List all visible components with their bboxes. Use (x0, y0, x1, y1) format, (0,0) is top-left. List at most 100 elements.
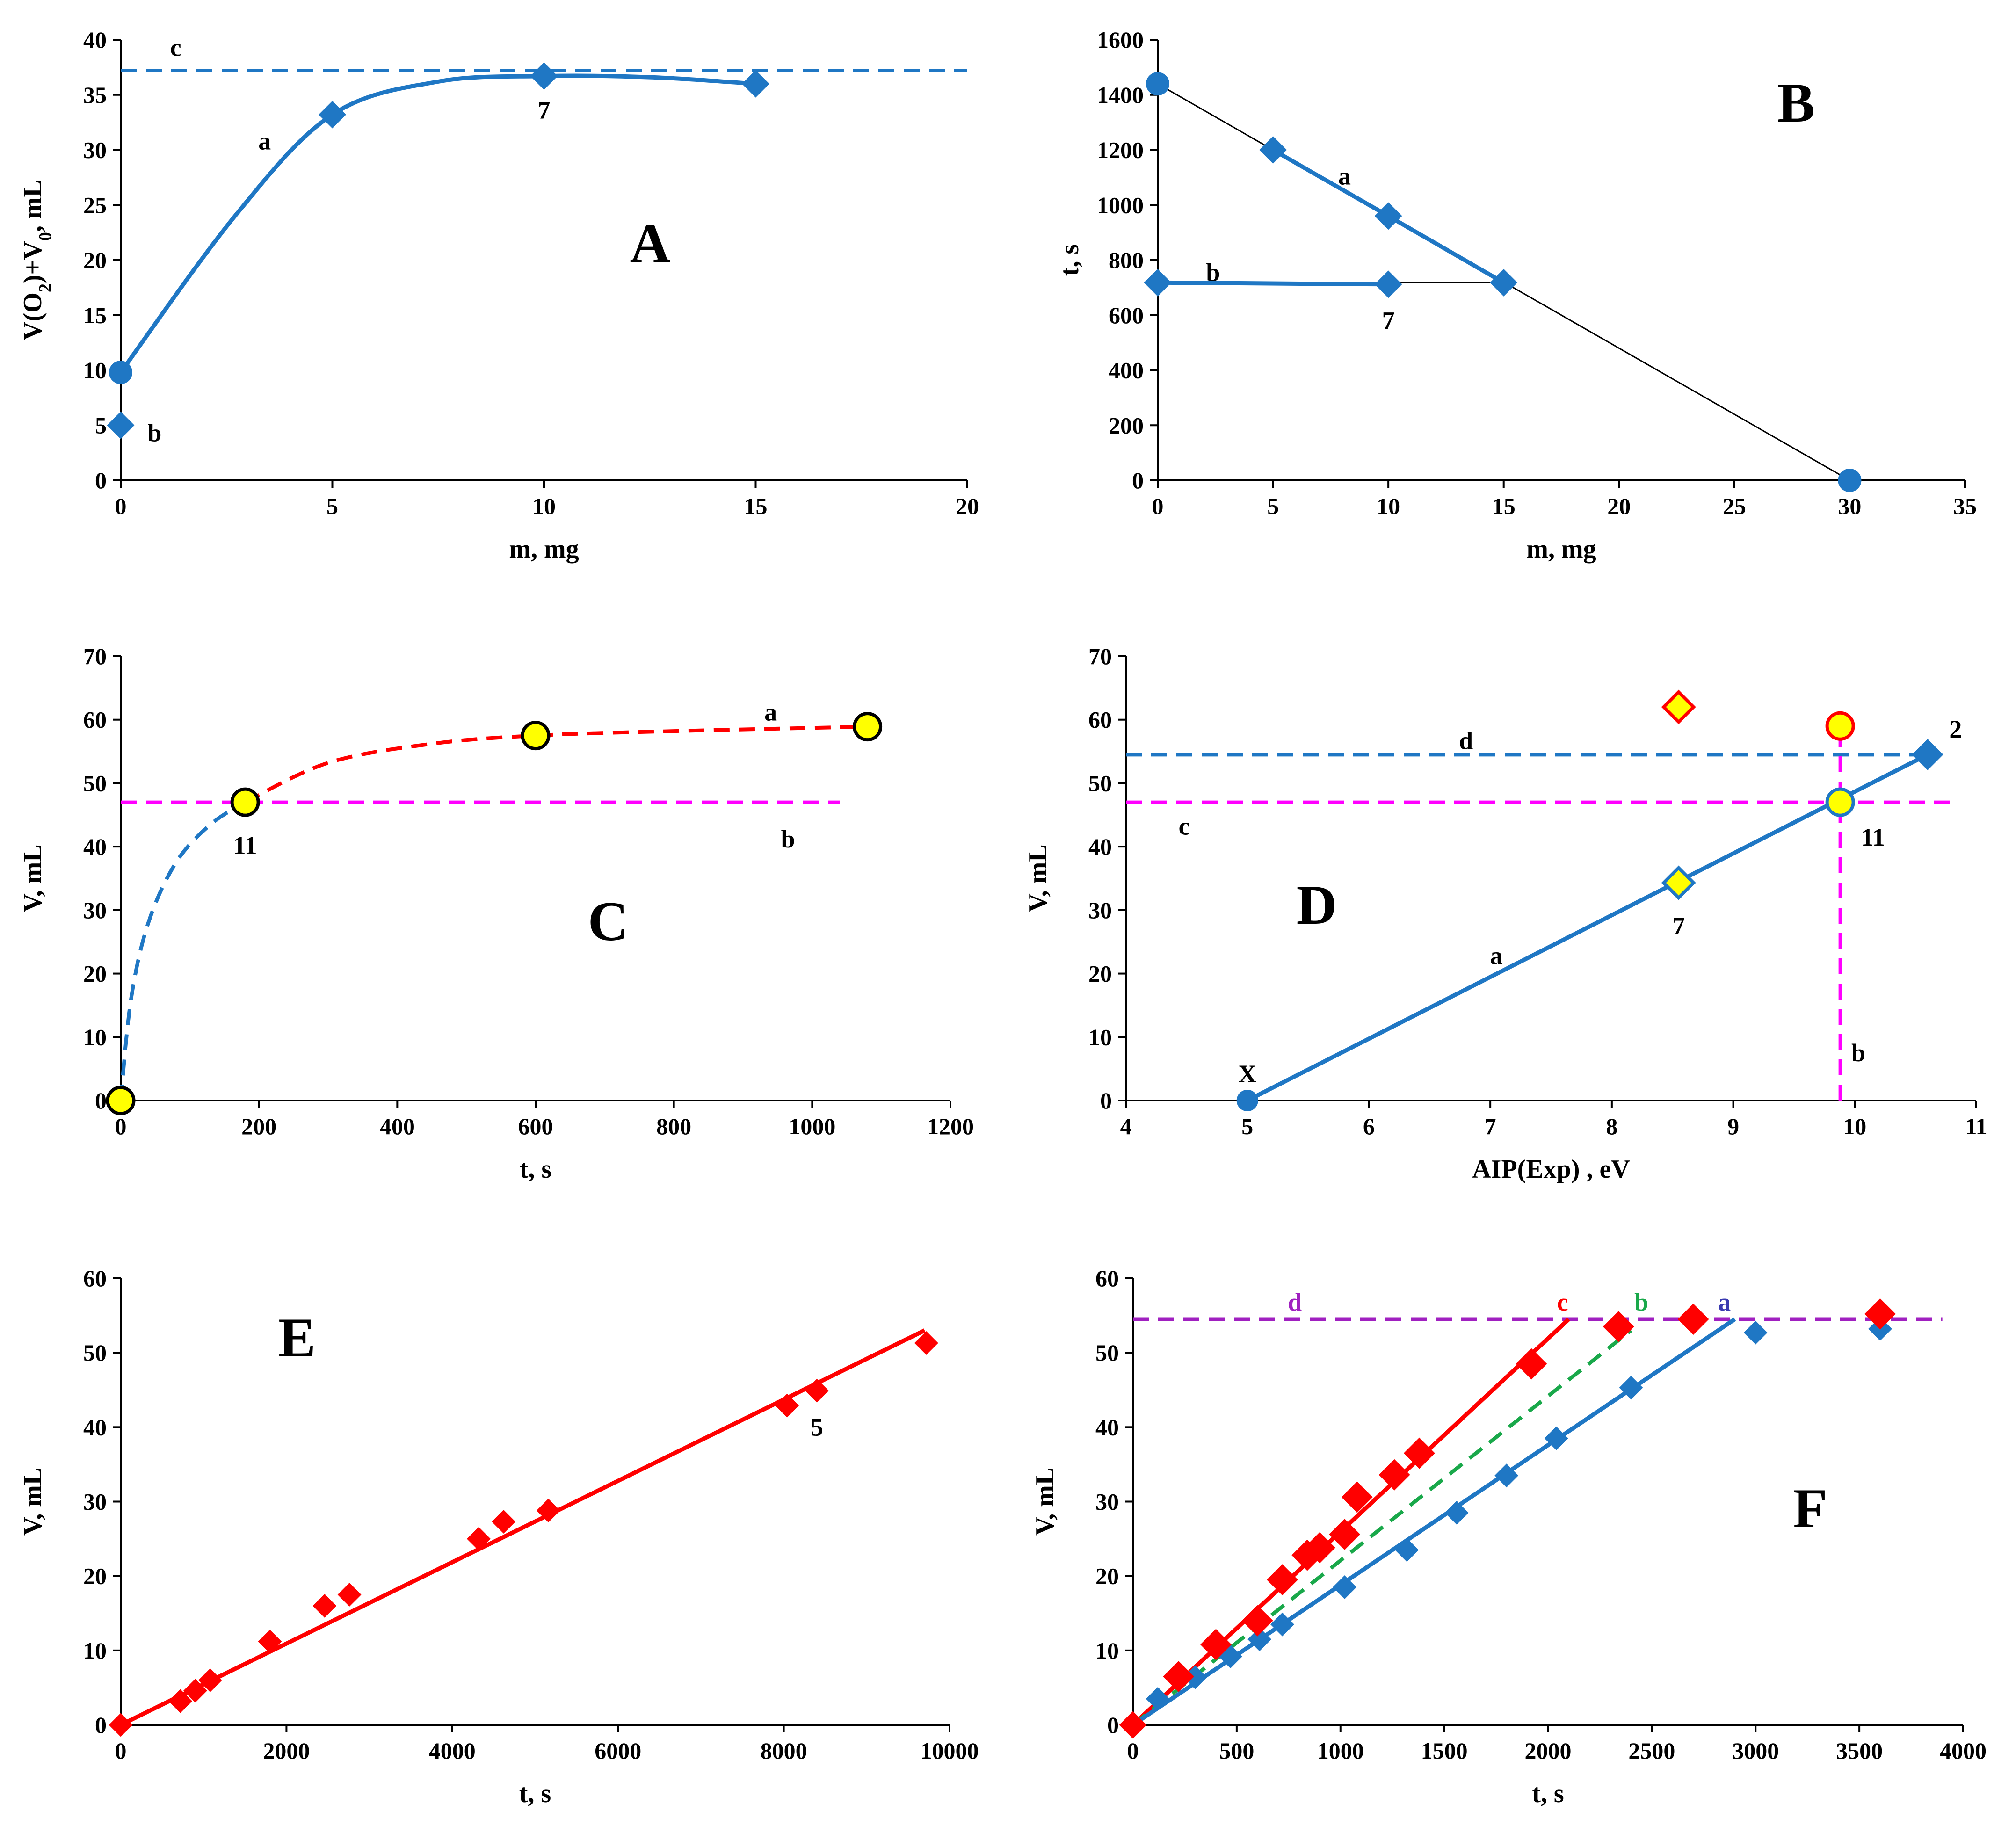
y-tick-label: 30 (83, 137, 107, 163)
data-point (742, 70, 769, 98)
data-point (106, 1086, 136, 1115)
y-tick-label: 0 (95, 1712, 107, 1738)
y-axis-label: V(O2)+V0, mL (18, 180, 55, 340)
y-tick-label: 25 (83, 192, 107, 218)
data-point (1825, 711, 1855, 741)
x-tick-label: 4000 (1940, 1738, 1987, 1764)
x-tick-label: 10 (532, 493, 556, 519)
y-tick-label: 10 (1088, 1024, 1112, 1050)
y-tick-label: 1600 (1097, 27, 1144, 53)
annotation-label: b (147, 419, 161, 447)
data-point (1259, 136, 1287, 164)
y-tick-label: 50 (83, 770, 107, 796)
y-tick-label: 10 (83, 1024, 107, 1050)
x-tick-label: 35 (1953, 493, 1977, 519)
data-point (1677, 1304, 1709, 1335)
series-line-a (119, 73, 756, 374)
y-tick-label: 0 (1100, 1087, 1112, 1114)
data-point (1544, 1426, 1568, 1450)
data-point (1603, 1311, 1634, 1342)
x-tick-label: 800 (656, 1113, 691, 1139)
annotation-label: d (1459, 727, 1473, 755)
data-point (805, 1378, 829, 1403)
panel-b: 0 5 10 15 20 25 30 35 0 200 400 600 800 1000 1200 1400 1… (1055, 27, 1977, 564)
y-tick-label: 1200 (1097, 137, 1144, 163)
y-axis-label: V, mL (18, 844, 47, 912)
y-tick-label: 10 (1095, 1637, 1119, 1664)
series-line-b (1131, 1329, 1632, 1727)
data-point (1374, 202, 1402, 230)
x-tick-label: 5 (1241, 1113, 1253, 1139)
x-tick-label: 7 (1485, 1113, 1496, 1139)
x-axis-label: m, mg (509, 535, 579, 564)
x-tick-label: 400 (380, 1113, 415, 1139)
data-point (1619, 1376, 1643, 1400)
x-axis-label: t, s (1532, 1779, 1564, 1808)
annotation-label: a (1338, 162, 1351, 190)
data-point (319, 101, 346, 129)
annotation-label: 7 (538, 96, 551, 124)
x-axis-label: t, s (519, 1779, 551, 1808)
x-axis-label: AIP(Exp) , eV (1472, 1155, 1630, 1184)
y-tick-label: 40 (83, 27, 107, 53)
data-point (337, 1583, 362, 1607)
x-tick-label: 30 (1838, 493, 1861, 519)
data-point (914, 1331, 938, 1355)
y-tick-label: 70 (83, 643, 107, 669)
series-line-a (1131, 1317, 1736, 1727)
x-tick-label: 8 (1606, 1113, 1617, 1139)
annotation-label: b (1634, 1288, 1648, 1316)
y-axis-label: t, s (1055, 244, 1084, 276)
panel-c: 0 200 400 600 800 1000 1200 0 10 20 30 40 50 60 70 t, s… (18, 643, 974, 1184)
data-point (109, 361, 132, 384)
x-tick-label: 2000 (1525, 1738, 1572, 1764)
y-axis-label: V, mL (18, 1468, 47, 1536)
data-point (1267, 1564, 1298, 1596)
annotation-label: a (764, 698, 777, 726)
data-point (1146, 1687, 1170, 1711)
annotation-label: d (1288, 1288, 1302, 1316)
panel-e: 0 2000 4000 6000 8000 10000 0 10 20 30 40 50 60 t, s V… (18, 1265, 979, 1808)
data-point (1838, 469, 1862, 492)
x-tick-label: 2000 (263, 1738, 310, 1764)
x-tick-label: 200 (241, 1113, 276, 1139)
data-point (1395, 1538, 1419, 1562)
y-tick-label: 0 (1107, 1712, 1119, 1738)
y-tick-label: 40 (83, 833, 107, 860)
panel-f: 0 500 1000 1500 2000 2500 3000 3500 4000 0 10 20 30 4… (1030, 1265, 1987, 1808)
series-line-b (1157, 280, 1389, 287)
y-tick-label: 30 (1088, 897, 1112, 923)
annotation-label: a (258, 127, 271, 155)
data-point (258, 1630, 282, 1654)
annotation-label: a (1490, 942, 1503, 970)
panel-a: 0 5 10 15 20 0 5 10 15 20 25 30 35 40 m, mg V(O2)+V0, m… (18, 27, 979, 564)
x-tick-label: 3500 (1836, 1738, 1883, 1764)
panel-letter: D (1297, 874, 1337, 936)
y-tick-label: 600 (1109, 302, 1144, 328)
x-tick-label: 1200 (927, 1113, 974, 1139)
x-tick-label: 600 (518, 1113, 553, 1139)
y-tick-label: 10 (83, 1637, 107, 1664)
data-point (492, 1510, 516, 1534)
y-tick-label: 50 (1088, 770, 1112, 796)
data-point (1661, 689, 1696, 724)
x-tick-label: 3000 (1732, 1738, 1779, 1764)
y-tick-label: 200 (1109, 412, 1144, 438)
data-point (168, 1689, 192, 1713)
x-tick-label: 10000 (921, 1738, 979, 1764)
x-tick-label: 2500 (1628, 1738, 1675, 1764)
y-tick-label: 40 (1095, 1414, 1119, 1440)
x-tick-label: 5 (1267, 493, 1279, 519)
y-tick-label: 0 (95, 467, 107, 493)
y-tick-label: 60 (1088, 707, 1112, 733)
y-axis-label: V, mL (1030, 1468, 1059, 1536)
y-tick-label: 20 (83, 961, 107, 987)
y-tick-label: 10 (83, 357, 107, 384)
data-point (1329, 1519, 1361, 1550)
data-point (1236, 1090, 1258, 1111)
data-point (1490, 268, 1518, 297)
data-point (1146, 72, 1169, 96)
series-line-c (1131, 1318, 1570, 1727)
x-tick-label: 0 (115, 493, 127, 519)
data-point (530, 62, 558, 90)
